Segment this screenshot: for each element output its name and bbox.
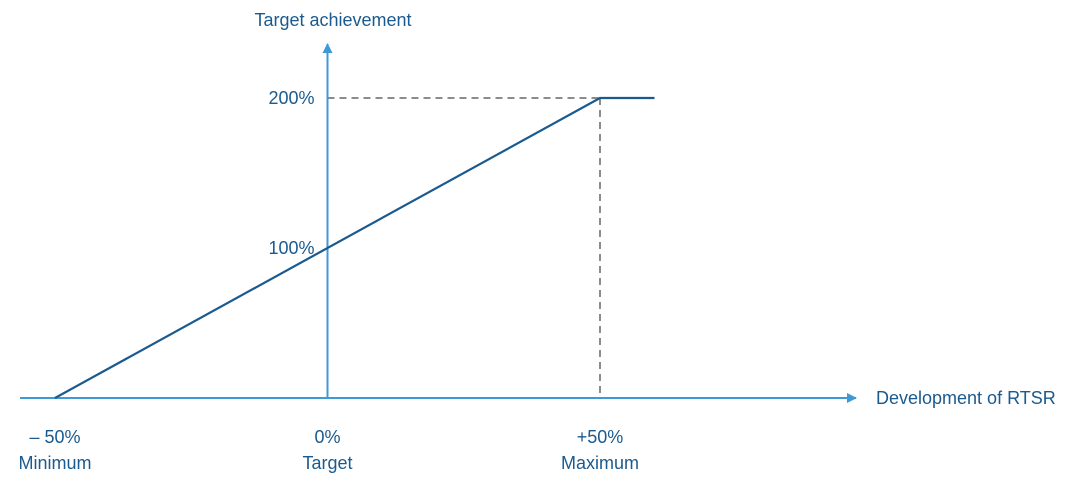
- x-tick-label: 0%: [314, 427, 340, 447]
- x-axis-title: Development of RTSR: [876, 388, 1056, 408]
- data-series: [54, 96, 655, 399]
- x-tick-sublabel: Minimum: [18, 453, 91, 473]
- x-tick-sublabel: Maximum: [561, 453, 639, 473]
- x-tick-label: +50%: [577, 427, 624, 447]
- x-tick-labels: – 50% Minimum 0% Target +50% Maximum: [18, 427, 639, 473]
- x-tick-label: – 50%: [29, 427, 80, 447]
- y-tick-label: 100%: [268, 238, 314, 258]
- axes: [20, 43, 857, 403]
- guide-lines: [327, 97, 601, 398]
- y-axis-title: Target achievement: [254, 10, 411, 30]
- x-tick-sublabel: Target: [302, 453, 352, 473]
- y-tick-labels: 100% 200%: [268, 88, 314, 258]
- y-tick-label: 200%: [268, 88, 314, 108]
- series-line: [54, 96, 655, 399]
